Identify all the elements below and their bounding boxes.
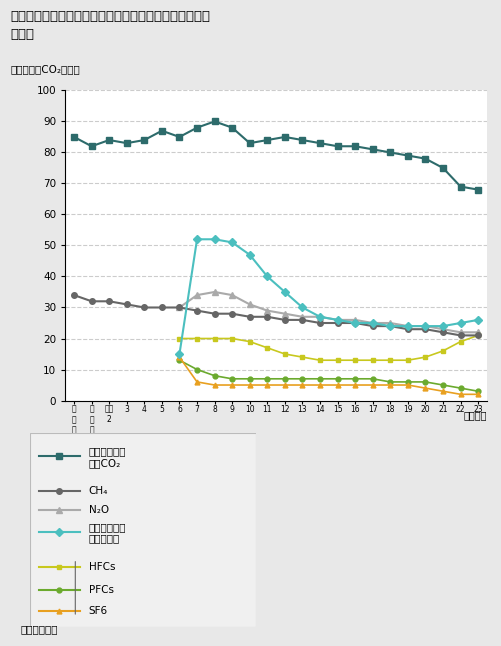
- Text: PFCs: PFCs: [89, 585, 114, 595]
- Text: N₂O: N₂O: [89, 505, 109, 516]
- Text: 各種温室効果ガス（エネルギー起源二酸化炭素以外）の
排出量: 各種温室効果ガス（エネルギー起源二酸化炭素以外）の 排出量: [10, 10, 209, 41]
- Text: CH₄: CH₄: [89, 486, 108, 496]
- Text: 資料：環境省: 資料：環境省: [20, 625, 58, 634]
- Text: 非エネルギー
起源CO₂: 非エネルギー 起源CO₂: [89, 446, 126, 468]
- Text: （年度）: （年度）: [462, 410, 486, 420]
- Text: HFCs: HFCs: [89, 561, 115, 572]
- Text: （百万トンCO₂換算）: （百万トンCO₂換算）: [10, 65, 80, 74]
- Text: SF6: SF6: [89, 606, 108, 616]
- Text: 代替フロン等
３ガス合計: 代替フロン等 ３ガス合計: [89, 522, 126, 543]
